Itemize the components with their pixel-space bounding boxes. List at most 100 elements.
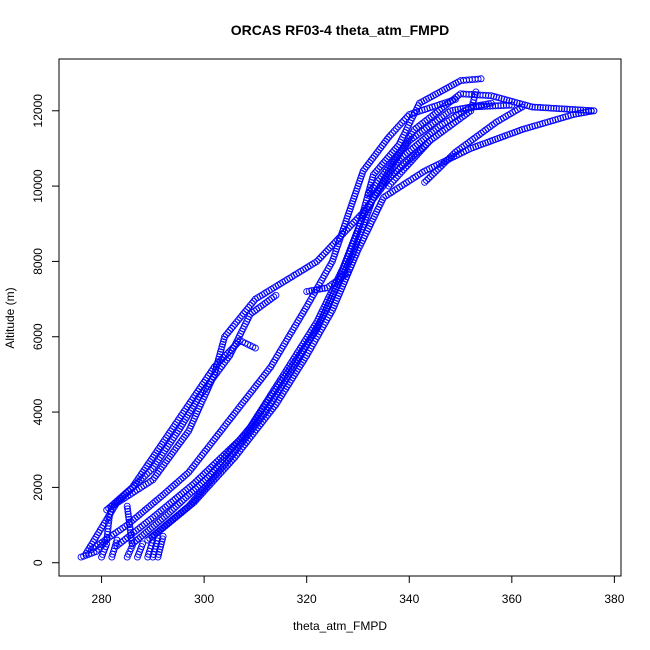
data-point <box>231 320 239 328</box>
data-point <box>560 105 568 113</box>
data-point <box>385 182 393 190</box>
data-point <box>212 361 220 369</box>
data-point <box>580 109 588 117</box>
data-point <box>245 304 253 311</box>
data-point <box>494 102 502 110</box>
data-point <box>394 172 402 180</box>
data-point <box>380 159 388 167</box>
data-point <box>195 456 203 464</box>
data-point <box>420 143 428 151</box>
data-point <box>206 441 214 449</box>
data-point <box>316 285 323 293</box>
data-point <box>136 524 144 531</box>
data-point <box>226 327 234 334</box>
data-point <box>430 127 438 135</box>
data-point <box>156 517 164 524</box>
data-point <box>185 468 193 476</box>
data-point <box>204 443 212 451</box>
data-point <box>454 105 462 113</box>
data-point <box>457 105 464 113</box>
data-point <box>156 545 164 553</box>
data-point <box>195 493 203 501</box>
data-point <box>231 409 239 417</box>
data-point <box>149 514 157 521</box>
data-point <box>378 161 386 169</box>
data-point <box>157 540 165 548</box>
data-point <box>222 331 230 339</box>
data-point <box>124 510 132 518</box>
data-point <box>407 146 415 154</box>
data-point <box>134 535 142 543</box>
data-point <box>328 280 336 288</box>
y-axis-label: Altitude (m) <box>3 287 17 348</box>
data-point <box>226 416 234 424</box>
data-point <box>404 157 412 165</box>
data-point <box>264 411 272 419</box>
data-point <box>147 515 155 523</box>
data-point <box>126 485 134 493</box>
data-point <box>192 485 200 493</box>
data-point <box>254 424 262 432</box>
data-point <box>228 324 235 332</box>
data-point <box>450 150 457 158</box>
data-point <box>335 275 343 283</box>
data-point <box>157 543 164 551</box>
data-point <box>164 510 172 518</box>
data-point <box>344 269 352 277</box>
data-point <box>206 481 214 489</box>
data-point <box>115 496 122 504</box>
data-point <box>462 104 470 112</box>
data-point <box>234 405 242 413</box>
data-point <box>444 100 452 108</box>
data-point <box>125 518 133 526</box>
x-tick-label: 320 <box>297 592 317 606</box>
data-point <box>158 538 166 545</box>
data-point <box>210 363 218 371</box>
data-point <box>238 445 245 453</box>
data-point <box>396 121 404 129</box>
data-point <box>231 453 239 461</box>
data-point <box>485 92 492 99</box>
data-point <box>232 407 240 415</box>
data-point <box>169 482 177 490</box>
data-point <box>135 511 143 519</box>
data-point <box>157 526 165 534</box>
data-point <box>422 141 430 149</box>
data-point <box>171 514 179 522</box>
data-point <box>436 163 444 171</box>
data-point <box>324 246 332 254</box>
data-point <box>404 139 412 147</box>
data-point <box>145 503 153 511</box>
data-point <box>256 422 263 430</box>
data-point <box>219 424 227 432</box>
data-point <box>390 176 398 184</box>
data-point <box>161 522 169 530</box>
data-point <box>153 529 161 537</box>
data-point <box>234 338 242 346</box>
data-point <box>259 373 267 381</box>
data-point <box>151 498 159 506</box>
data-point <box>206 378 214 386</box>
data-point <box>394 123 402 131</box>
data-point <box>467 103 475 111</box>
x-tick-label: 360 <box>502 592 522 606</box>
data-point <box>313 257 321 265</box>
data-point <box>575 110 582 118</box>
data-point <box>120 490 128 498</box>
data-point <box>224 418 232 426</box>
data-point <box>124 508 132 515</box>
data-point <box>140 530 148 538</box>
data-point <box>225 348 233 356</box>
data-point <box>390 147 398 155</box>
data-point <box>209 365 217 373</box>
data-point <box>442 101 450 109</box>
data-point <box>171 481 179 488</box>
data-point <box>241 397 248 405</box>
data-point <box>409 144 417 152</box>
data-point <box>218 467 226 475</box>
data-point <box>205 380 213 388</box>
data-point <box>115 540 123 548</box>
data-point <box>379 171 387 179</box>
y-tick-label: 8000 <box>31 248 45 275</box>
data-point <box>138 522 146 530</box>
